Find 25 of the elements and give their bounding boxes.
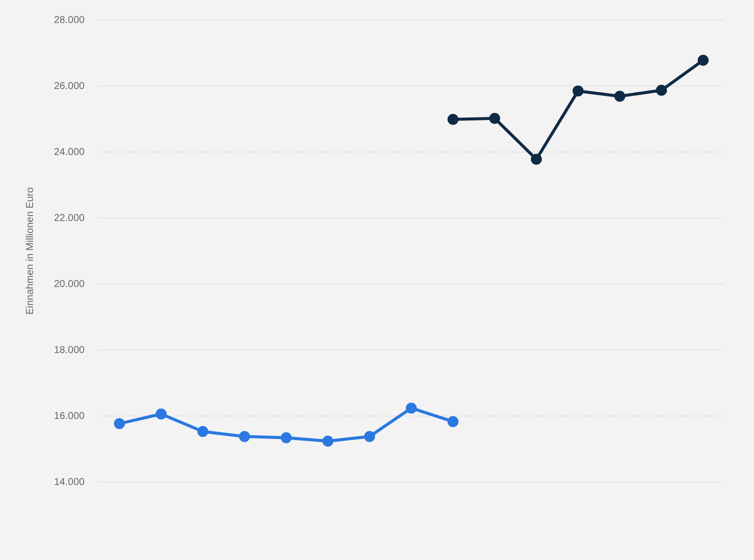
point [530, 154, 542, 165]
point [447, 416, 458, 428]
point [364, 430, 376, 442]
y-tick-label: 28.000 [54, 14, 86, 26]
y-tick-label: 14.000 [54, 476, 86, 488]
point [489, 112, 500, 124]
point [280, 432, 292, 444]
y-tick-label: 24.000 [54, 146, 86, 158]
point [614, 90, 626, 102]
point [656, 84, 667, 96]
y-tick-label: 20.000 [54, 278, 86, 290]
point [114, 418, 125, 430]
point [239, 430, 250, 442]
y-tick-label: 26.000 [54, 80, 86, 92]
y-tick-label: 16.000 [54, 410, 86, 422]
point [322, 436, 334, 447]
point [447, 114, 458, 125]
point [406, 402, 417, 414]
point [572, 85, 584, 96]
point [698, 54, 709, 66]
y-axis-title: Einnahmen in Millionen Euro [24, 186, 36, 315]
y-tick-label: 18.000 [54, 344, 86, 356]
point [156, 408, 167, 420]
y-tick-label: 22.000 [54, 212, 86, 224]
point [197, 426, 208, 438]
